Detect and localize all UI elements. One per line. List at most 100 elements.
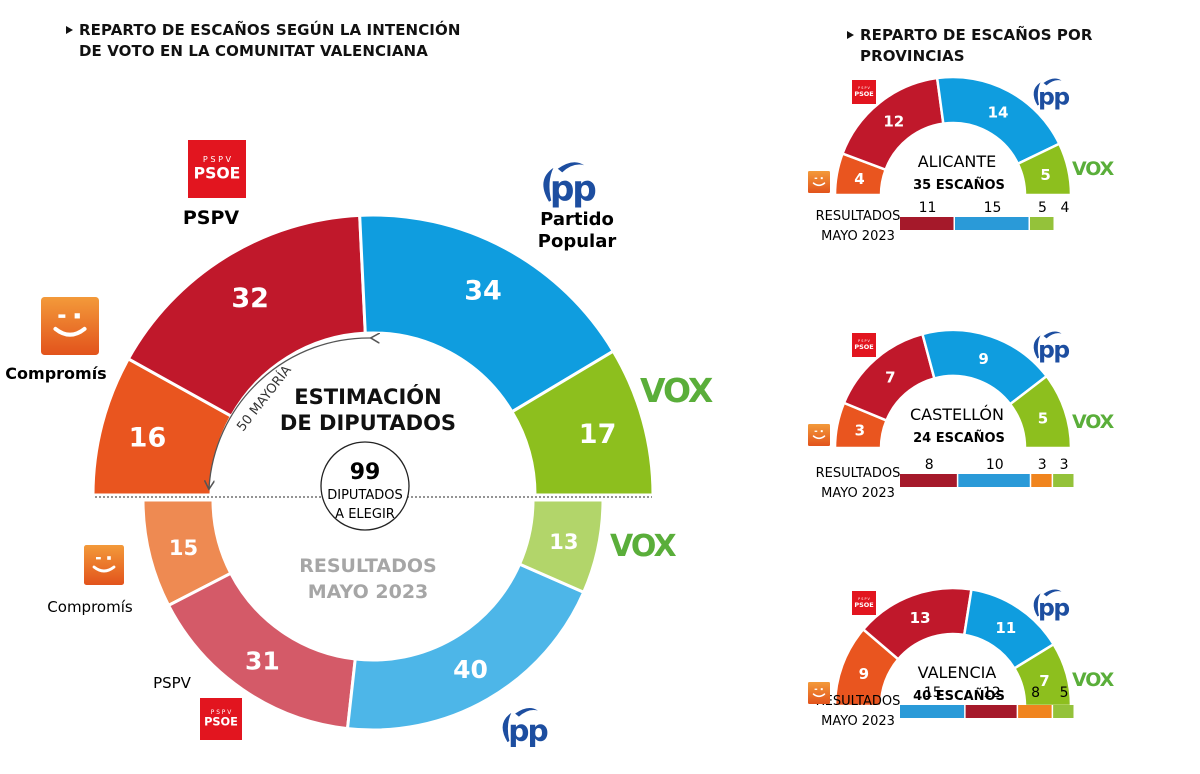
results-bar-label: 8 (925, 457, 934, 473)
results-bar-compromís (1031, 474, 1052, 487)
pp-logo-wing (1043, 589, 1062, 597)
compromis-logo-wink (814, 688, 818, 690)
compromis-label: Compromís (5, 364, 106, 383)
results-bar-label: 3 (1060, 457, 1069, 473)
province-name: CASTELLÓN (910, 405, 1004, 424)
compromis-logo-icon (808, 682, 830, 704)
province-name: ALICANTE (918, 152, 997, 171)
psoe-logo-top-text: P S P V (211, 710, 231, 716)
pp-logo-text: pp (550, 169, 596, 209)
compromis-logo-smile (92, 565, 116, 573)
province-seats: 35 ESCAÑOS (913, 177, 1005, 193)
province-value-compromis: 4 (854, 170, 864, 188)
results-bar-label: 10 (986, 457, 1004, 473)
province-results-line2: MAYO 2023 (821, 714, 895, 729)
compromis-logo-eye (820, 177, 823, 180)
pp-logo-icon: pp (502, 707, 549, 748)
psoe-logo-top-text: P S P V (858, 339, 870, 343)
triangle-bullet-icon (847, 31, 854, 39)
estimate-value-compromis: 16 (129, 422, 167, 453)
province-value-pspv: 7 (885, 369, 895, 387)
psoe-logo-bg (852, 591, 876, 615)
results-bar-pspv (900, 474, 957, 487)
results-bar-label: 12 (983, 685, 1001, 701)
compromis-logo-smile (812, 693, 826, 698)
pspv-label: PSPV (183, 207, 240, 229)
results-bar-pp (900, 705, 965, 718)
pp-logo-text: pp (1038, 594, 1069, 622)
compromis-logo-eye (820, 430, 823, 433)
vox-logo-icon: VOX (1072, 411, 1115, 433)
psoe-logo-main-text: PSOE (854, 90, 873, 98)
psoe-logo-bg (852, 333, 876, 357)
results-bar-vox (1053, 474, 1074, 487)
pp-logo-icon: pp (1033, 331, 1071, 364)
results-bar-pspv (900, 217, 954, 230)
psoe-logo-main-text: PSOE (204, 715, 238, 729)
estimate-title-line2: DE DIPUTADOS (280, 411, 456, 435)
total-label-line1: DIPUTADOS (327, 488, 403, 503)
compromis-logo-wink (58, 314, 66, 318)
psoe-logo-bg (188, 140, 246, 198)
compromis-logo-icon (41, 297, 99, 355)
results-bar-vox (1053, 705, 1074, 718)
psoe-logo-main-text: PSOE (854, 343, 873, 351)
compromis-result-label: Compromís (47, 598, 133, 616)
province-results-line1: RESULTADOS (816, 209, 901, 224)
pp-logo-icon: pp (543, 162, 598, 209)
estimate-segment-pp (358, 213, 616, 414)
results-bar-label: 5 (1038, 200, 1047, 216)
result-value-pp: 40 (453, 655, 488, 684)
pp-logo-arc (502, 712, 512, 743)
province-value-vox: 7 (1039, 672, 1049, 690)
province-name: VALENCIA (918, 663, 997, 682)
result-value-compromis: 15 (169, 536, 198, 560)
pp-logo-wing (557, 162, 585, 173)
psoe-logo-top-text: P S P V (203, 154, 232, 164)
total-label-line2: A ELEGIR (335, 507, 395, 522)
province-seats: 40 ESCAÑOS (913, 688, 1005, 704)
compromis-logo-wink (814, 430, 818, 432)
result-value-pspv: 31 (245, 647, 280, 676)
results-bar-pp (955, 217, 1029, 230)
main-chart-title: REPARTO DE ESCAÑOS SEGÚN LA INTENCIÓN DE… (66, 20, 461, 62)
compromis-logo-smile (812, 435, 826, 440)
result-segment-vox (517, 498, 605, 595)
compromis-logo-eye (820, 688, 823, 691)
vox-logo-icon: VOX (610, 529, 677, 564)
majority-arc (209, 338, 372, 488)
province-value-compromis: 3 (855, 421, 865, 439)
compromis-logo-bg (808, 682, 830, 704)
total-circle (320, 441, 410, 531)
compromis-logo-bg (84, 545, 124, 585)
pp-logo-text: pp (508, 713, 547, 748)
pp-logo-arc (1033, 335, 1041, 359)
pp-logo-arc (1033, 82, 1041, 106)
estimate-segment-vox (509, 349, 655, 497)
main-title-line1: REPARTO DE ESCAÑOS SEGÚN LA INTENCIÓN (79, 21, 461, 39)
pp-logo-arc (543, 167, 554, 202)
result-value-vox: 13 (549, 530, 578, 554)
province-value-compromis: 9 (859, 665, 869, 683)
compromis-logo-icon (84, 545, 124, 585)
estimate-value-pspv: 32 (231, 283, 269, 314)
provinces-title: REPARTO DE ESCAÑOS POR PROVINCIAS (847, 25, 1093, 67)
results-bar-pspv (965, 705, 1017, 718)
triangle-bullet-icon (66, 26, 73, 34)
main-title-line2: DE VOTO EN LA COMUNITAT VALENCIANA (79, 42, 428, 60)
compromis-logo-smile (812, 182, 826, 187)
province-value-vox: 5 (1038, 409, 1048, 427)
province-value-pp: 9 (978, 350, 988, 368)
results-bar-label: 4 (1061, 200, 1070, 216)
results-bar-label: 3 (1038, 457, 1047, 473)
results-bar-label: 11 (919, 200, 937, 216)
vox-logo-icon: VOX (640, 371, 713, 410)
province-segment-vox (1016, 142, 1073, 197)
pp-label-line2: Popular (538, 231, 617, 252)
psoe-logo-main-text: PSOE (854, 601, 873, 609)
